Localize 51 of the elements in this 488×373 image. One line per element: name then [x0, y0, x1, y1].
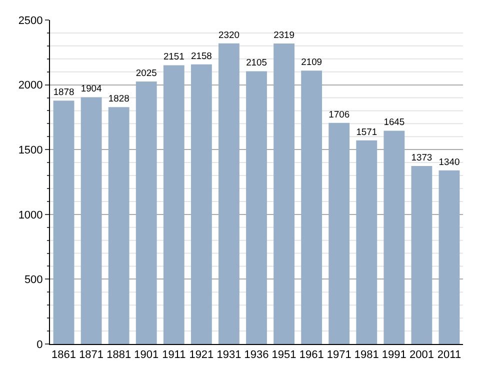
bar	[108, 107, 130, 344]
data-label: 2105	[246, 56, 267, 68]
bar	[301, 70, 322, 344]
x-tick-label: 1981	[354, 349, 379, 362]
data-label: 1645	[384, 116, 405, 128]
y-tick-label: 2500	[18, 14, 43, 27]
data-label: 1904	[80, 82, 102, 94]
bar	[218, 43, 240, 344]
bar	[438, 170, 460, 344]
bar	[328, 122, 350, 344]
x-tick-label: 1931	[216, 349, 242, 362]
x-tick-label: 1871	[79, 349, 104, 362]
data-label: 2158	[190, 50, 212, 61]
data-label: 1373	[411, 151, 432, 162]
bar	[246, 71, 267, 344]
bar	[53, 100, 74, 344]
x-tick-label: 1991	[382, 349, 406, 362]
data-label: 2109	[301, 56, 322, 68]
x-tick-label: 1961	[299, 349, 324, 362]
bar	[163, 65, 184, 344]
x-tick-label: 1901	[134, 349, 159, 362]
x-tick-label: 1971	[326, 349, 352, 362]
data-label: 1571	[356, 126, 378, 137]
y-tick-label: 2000	[18, 80, 43, 92]
x-tick-label: 2011	[437, 349, 462, 362]
data-label: 1340	[438, 156, 460, 167]
data-label: 1878	[53, 86, 74, 98]
x-tick-label: 1911	[162, 349, 186, 362]
bar	[411, 166, 432, 344]
bar	[80, 97, 102, 344]
bar	[190, 64, 212, 344]
bar	[384, 130, 405, 344]
data-label: 1828	[108, 92, 130, 104]
data-label: 2151	[163, 50, 184, 62]
bar	[274, 43, 294, 344]
data-label: 2320	[218, 28, 240, 40]
x-tick-label: 2001	[409, 349, 434, 362]
data-label: 2319	[274, 28, 294, 40]
y-tick-label: 1500	[18, 144, 43, 156]
x-tick-label: 1921	[189, 349, 214, 362]
y-tick-label: 0	[36, 338, 43, 351]
x-tick-label: 1951	[272, 349, 296, 362]
x-tick-label: 1936	[244, 349, 269, 362]
data-label: 1706	[328, 108, 350, 120]
bar	[356, 140, 378, 344]
bar	[136, 82, 157, 344]
y-tick-label: 500	[24, 274, 43, 286]
y-tick-label: 1000	[18, 209, 43, 222]
data-label: 2025	[136, 66, 157, 78]
x-tick-label: 1881	[106, 349, 132, 362]
x-tick-label: 1861	[52, 349, 76, 362]
